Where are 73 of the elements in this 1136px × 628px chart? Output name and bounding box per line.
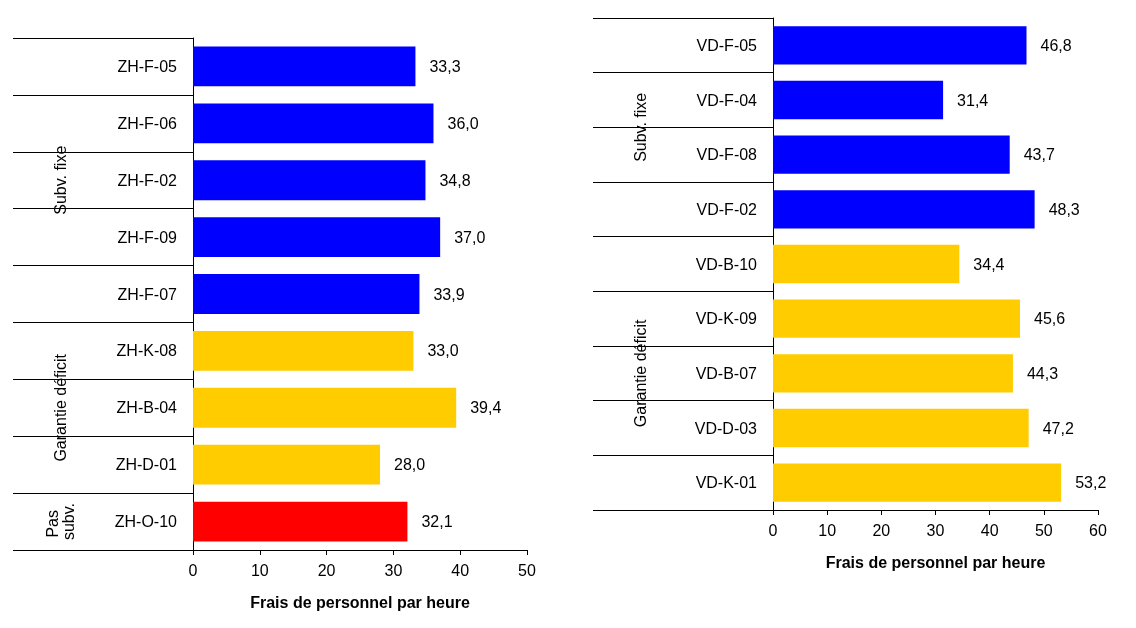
x-tick-label: 30 xyxy=(926,521,945,539)
bar xyxy=(193,387,457,428)
y-tick-label: ZH-F-09 xyxy=(117,228,178,246)
bar xyxy=(193,274,420,314)
data-label: 46,8 xyxy=(1040,36,1072,54)
y-tick-label: ZH-F-07 xyxy=(117,285,178,303)
data-label: 47,2 xyxy=(1042,419,1074,437)
x-tick-label: 50 xyxy=(1034,521,1053,539)
y-tick-label: VD-F-02 xyxy=(696,200,758,218)
x-tick-label: 50 xyxy=(518,561,536,579)
y-tick-label: VD-B-10 xyxy=(695,255,758,273)
x-tick-label: 20 xyxy=(317,561,336,579)
data-label: 45,6 xyxy=(1034,310,1066,328)
y-tick-label: VD-F-08 xyxy=(696,146,758,164)
data-label: 31,4 xyxy=(957,91,989,109)
bar xyxy=(773,299,1020,338)
data-label: 33,3 xyxy=(429,57,461,75)
data-label: 44,3 xyxy=(1026,364,1059,382)
y-tick-label: ZH-B-04 xyxy=(116,399,178,417)
y-tick-label: VD-D-03 xyxy=(694,419,758,437)
text: Garantie déficit xyxy=(631,318,649,428)
bar xyxy=(193,444,381,485)
bar xyxy=(773,354,1013,393)
bar xyxy=(193,330,414,371)
y-tick-label: VD-K-09 xyxy=(695,310,758,328)
text: Garantie déficit xyxy=(51,353,69,462)
x-tick-label: 40 xyxy=(451,561,470,579)
data-label: 34,8 xyxy=(439,171,471,189)
bar xyxy=(773,408,1029,448)
x-axis-title: Frais de personnel par heure xyxy=(825,553,1046,571)
bar xyxy=(773,190,1035,229)
x-tick-label: 0 xyxy=(768,521,778,539)
bar xyxy=(773,463,1062,502)
data-label: 43,7 xyxy=(1023,146,1055,164)
text: Subv. fixe xyxy=(631,92,649,162)
y-tick-label: ZH-F-05 xyxy=(117,57,178,75)
data-label: 48,3 xyxy=(1048,200,1080,218)
x-tick-label: 10 xyxy=(818,521,837,539)
bar xyxy=(193,46,416,87)
y-tick-label: VD-F-04 xyxy=(696,91,758,109)
y-tick-label: ZH-O-10 xyxy=(114,513,178,531)
x-axis-title: Frais de personnel par heure xyxy=(250,593,470,611)
data-label: 39,4 xyxy=(470,399,502,417)
y-tick-label: VD-K-01 xyxy=(695,474,758,492)
bar xyxy=(193,217,441,258)
data-label: 33,0 xyxy=(427,342,459,360)
text: Pas subv. xyxy=(43,503,77,541)
y-tick-label: ZH-K-08 xyxy=(116,342,178,360)
y-tick-label: VD-F-05 xyxy=(696,36,758,54)
bar xyxy=(773,244,960,284)
y-tick-label: ZH-F-06 xyxy=(117,114,178,132)
x-tick-label: 10 xyxy=(250,561,269,579)
bar xyxy=(773,26,1027,65)
data-label: 53,2 xyxy=(1075,474,1107,492)
y-tick-label: ZH-D-01 xyxy=(115,456,178,474)
x-tick-label: 20 xyxy=(872,521,891,539)
x-tick-label: 40 xyxy=(980,521,999,539)
data-label: 34,4 xyxy=(973,255,1005,273)
bar xyxy=(193,160,426,201)
data-label: 32,1 xyxy=(421,513,453,531)
data-label: 36,0 xyxy=(447,114,479,132)
data-label: 33,9 xyxy=(433,285,465,303)
x-tick-label: 0 xyxy=(188,561,198,579)
data-label: 28,0 xyxy=(394,456,426,474)
x-tick-label: 30 xyxy=(384,561,403,579)
x-tick-label: 60 xyxy=(1089,521,1107,539)
bar xyxy=(773,135,1010,174)
bar xyxy=(773,80,944,120)
data-label: 37,0 xyxy=(454,228,486,246)
bar xyxy=(193,103,434,144)
bar xyxy=(193,501,408,542)
y-tick-label: ZH-F-02 xyxy=(117,171,178,189)
y-tick-label: VD-B-07 xyxy=(695,364,758,382)
